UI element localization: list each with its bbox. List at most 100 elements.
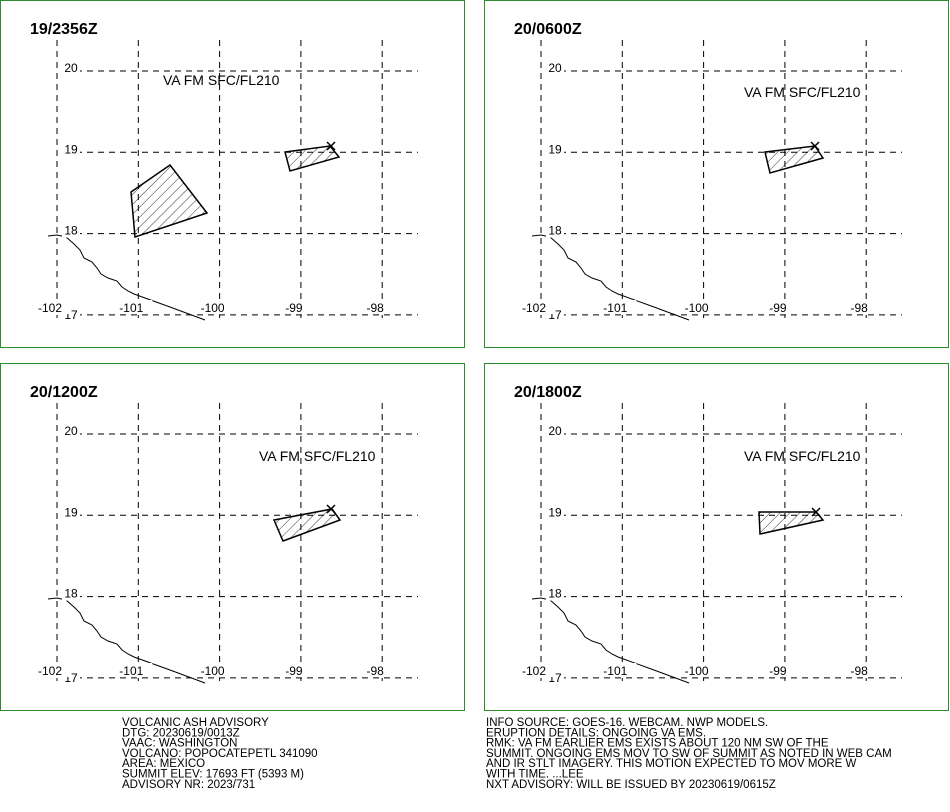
lat-label: 18 — [64, 587, 78, 601]
lat-label: 18 — [548, 224, 562, 238]
coastline — [531, 234, 690, 321]
lon-label: -101 — [603, 301, 627, 315]
label-backdrop — [124, 300, 153, 314]
lon-label: -99 — [285, 664, 303, 678]
lon-label: -98 — [367, 301, 385, 315]
ash-level: VA FM SFC/FL210 — [163, 72, 280, 88]
advisory-line: NXT ADVISORY: WILL BE ISSUED BY 20230619… — [486, 779, 776, 791]
lat-label: 19 — [64, 142, 78, 156]
lat-label: 20 — [548, 61, 562, 75]
valid-time: 20/1800Z — [514, 384, 582, 401]
label-backdrop — [205, 300, 234, 314]
label-backdrop — [62, 61, 80, 75]
lat-label: 20 — [64, 61, 78, 75]
label-backdrop — [546, 61, 564, 75]
label-backdrop — [43, 663, 71, 677]
label-backdrop — [546, 586, 564, 601]
advisory-line: VAAC: WASHINGTON — [122, 738, 237, 750]
advisory-line: VOLCANIC ASH ADVISORY — [122, 717, 269, 729]
advisory-line: ERUPTION DETAILS: ONGOING VA EMS. — [486, 727, 706, 739]
lat-label: 19 — [548, 142, 562, 156]
advisory-line: SUMMIT. ONGOING EMS MOV TO SW OF SUMMIT … — [486, 748, 892, 760]
lon-label: -101 — [603, 664, 627, 678]
panel-border — [0, 0, 465, 348]
advisory-line: AND IR STLT IMAGERY. THIS MOTION EXPECTE… — [486, 758, 857, 770]
ash-level: VA FM SFC/FL210 — [259, 448, 376, 464]
lon-label: -102 — [38, 301, 62, 315]
coastline — [47, 597, 206, 684]
label-backdrop — [286, 300, 315, 314]
ash-level: VA FM SFC/FL210 — [744, 448, 861, 464]
ash-area — [272, 508, 342, 542]
ash-area — [764, 145, 825, 174]
label-backdrop — [852, 663, 881, 677]
lon-label: -98 — [367, 664, 385, 678]
label-backdrop — [546, 424, 564, 438]
advisory-line: AREA: MEXICO — [122, 758, 205, 770]
coastline — [531, 597, 690, 684]
valid-time: 20/0600Z — [514, 21, 582, 38]
advisory-line: VOLCANO: POPOCATEPETL 341090 — [122, 748, 318, 760]
lat-label: 18 — [64, 224, 78, 238]
lon-label: -99 — [285, 301, 303, 315]
label-backdrop — [124, 663, 153, 677]
panel-border — [484, 363, 949, 711]
label-backdrop — [689, 663, 718, 677]
label-backdrop — [205, 663, 234, 677]
label-backdrop — [546, 223, 564, 238]
panel-border — [0, 363, 465, 711]
lat-label: 19 — [548, 505, 562, 519]
lon-label: -99 — [769, 301, 787, 315]
advisory-line: ADVISORY NR: 2023/731 — [122, 779, 255, 791]
summit-marker — [810, 141, 820, 151]
label-backdrop — [62, 223, 80, 238]
label-backdrop — [546, 505, 564, 520]
label-backdrop — [43, 300, 71, 314]
coastline — [47, 234, 206, 321]
lat-label: 20 — [548, 424, 562, 438]
label-backdrop — [368, 300, 397, 314]
lon-label: -102 — [522, 664, 546, 678]
summit-marker — [811, 507, 821, 517]
lon-label: -100 — [685, 664, 709, 678]
lon-label: -100 — [685, 301, 709, 315]
lat-label: 19 — [64, 505, 78, 519]
lon-label: -101 — [119, 664, 143, 678]
label-backdrop — [62, 505, 80, 520]
label-backdrop — [608, 663, 637, 677]
lon-label: -98 — [851, 301, 869, 315]
summit-marker — [326, 504, 336, 514]
lon-label: -101 — [119, 301, 143, 315]
label-backdrop — [689, 300, 718, 314]
advisory-line: DTG: 20230619/0013Z — [122, 727, 240, 739]
advisory-line: RMK: VA FM EARLIER EMS EXISTS ABOUT 120 … — [486, 738, 829, 750]
advisory-line: INFO SOURCE: GOES-16. WEBCAM. NWP MODELS… — [486, 717, 768, 729]
lon-label: -100 — [201, 301, 225, 315]
lon-label: -100 — [201, 664, 225, 678]
advisory-line: WITH TIME. ...LEE — [486, 769, 584, 781]
lat-label: 18 — [548, 587, 562, 601]
label-backdrop — [527, 300, 555, 314]
label-backdrop — [527, 663, 555, 677]
label-backdrop — [62, 424, 80, 438]
ash-area — [130, 163, 209, 239]
label-backdrop — [62, 142, 80, 157]
lon-label: -99 — [769, 664, 787, 678]
lat-label: 20 — [64, 424, 78, 438]
label-backdrop — [368, 663, 397, 677]
valid-time: 20/1200Z — [30, 384, 98, 401]
lon-label: -98 — [851, 664, 869, 678]
label-backdrop — [608, 300, 637, 314]
label-backdrop — [852, 300, 881, 314]
summit-marker — [326, 141, 336, 151]
ash-area — [284, 145, 341, 172]
lon-label: -102 — [522, 301, 546, 315]
advisory-line: SUMMIT ELEV: 17693 FT (5393 M) — [122, 769, 304, 781]
label-backdrop — [770, 300, 799, 314]
label-backdrop — [546, 142, 564, 157]
